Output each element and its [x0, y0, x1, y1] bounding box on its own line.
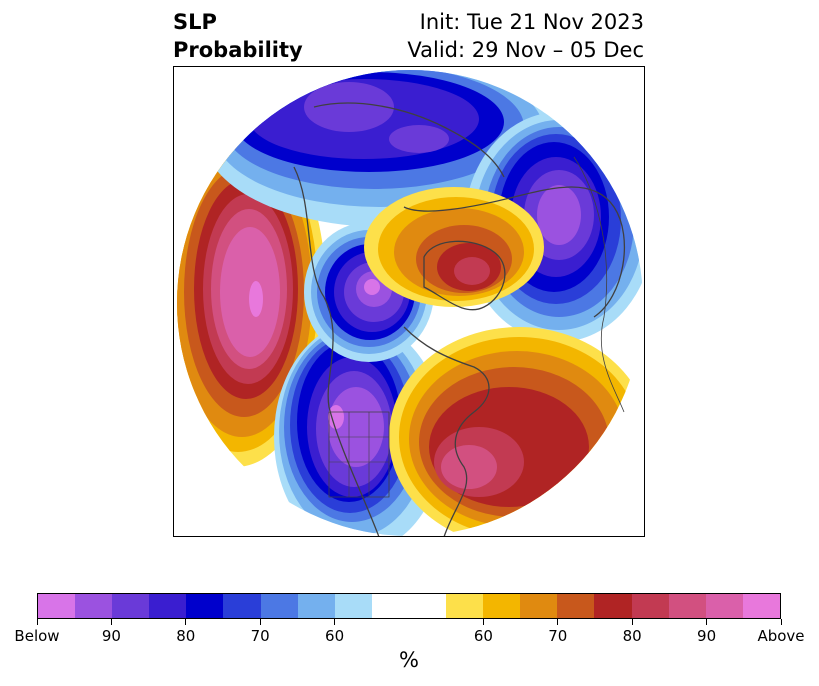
colorbar-swatch [38, 594, 76, 618]
colorbar-unit-label: % [399, 648, 419, 672]
colorbar-tick [706, 619, 708, 625]
probability-map [173, 66, 645, 537]
colorbar-tick-label: 90 [101, 627, 121, 645]
colorbar-tick-label: Below [14, 627, 60, 645]
colorbar-tick [259, 619, 261, 625]
colorbar-swatch [557, 594, 595, 618]
colorbar-swatch [112, 594, 150, 618]
colorbar-tick [334, 619, 336, 625]
colorbar-tick-label: 60 [473, 627, 493, 645]
greenland-above-anomaly [364, 187, 544, 307]
colorbar-swatch [334, 594, 372, 618]
probability-field [177, 70, 643, 536]
colorbar-swatch [371, 594, 409, 618]
colorbar-swatch [742, 594, 780, 618]
colorbar-tick [631, 619, 633, 625]
colorbar-tick [482, 619, 484, 625]
colorbar-swatch [594, 594, 632, 618]
title-line-slp: SLP [173, 10, 217, 34]
colorbar-tick-label: 80 [622, 627, 642, 645]
map-title: SLP Probability [173, 8, 303, 64]
colorbar-swatch [297, 594, 335, 618]
colorbar-tick [36, 619, 38, 625]
colorbar-swatch [223, 594, 261, 618]
colorbar-tick-label: 70 [548, 627, 568, 645]
colorbar-swatch [520, 594, 558, 618]
colorbar-swatch [75, 594, 113, 618]
coastlines [293, 102, 626, 536]
colorbar-tick-label: 60 [325, 627, 345, 645]
colorbar-swatch [483, 594, 521, 618]
colorbar-tick-label: 90 [697, 627, 717, 645]
colorbar-swatch [631, 594, 669, 618]
valid-range-label: Valid: 29 Nov – 05 Dec [407, 38, 644, 62]
colorbar-tick [110, 619, 112, 625]
colorbar-tick-label: 80 [176, 627, 196, 645]
map-subtitle: Init: Tue 21 Nov 2023 Valid: 29 Nov – 05… [407, 8, 644, 64]
colorbar-swatch [705, 594, 743, 618]
colorbar-tick-label: Above [757, 627, 805, 645]
pacific-above-anomaly [177, 117, 326, 467]
map-canvas [177, 70, 643, 536]
colorbar-swatch [149, 594, 187, 618]
init-date-label: Init: Tue 21 Nov 2023 [419, 10, 644, 34]
colorbar-tick [780, 619, 782, 625]
colorbar-swatch [446, 594, 484, 618]
probability-colorbar [37, 593, 781, 619]
title-line-probability: Probability [173, 38, 303, 62]
colorbar-tick [185, 619, 187, 625]
colorbar-swatch [260, 594, 298, 618]
colorbar-swatch [408, 594, 447, 618]
colorbar-tick [557, 619, 559, 625]
colorbar-tick-label: 70 [250, 627, 270, 645]
colorbar-swatch [186, 594, 224, 618]
colorbar-swatch [668, 594, 706, 618]
